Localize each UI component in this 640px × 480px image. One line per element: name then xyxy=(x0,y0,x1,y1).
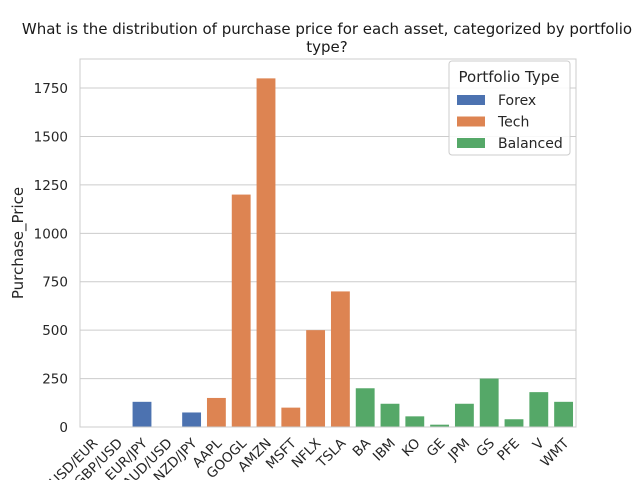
legend-label-tech: Tech xyxy=(497,115,529,131)
bar-aapl xyxy=(206,397,226,427)
x-tick-label: GS xyxy=(473,436,498,461)
y-tick-label: 1750 xyxy=(34,81,68,97)
y-axis-label: Purchase_Price xyxy=(9,187,28,299)
bar-tsla xyxy=(330,291,350,427)
y-tick-label: 0 xyxy=(59,420,68,436)
chart-title-line-1: What is the distribution of purchase pri… xyxy=(22,20,632,38)
y-tick-label: 1000 xyxy=(34,226,68,242)
bar-ge xyxy=(430,424,450,427)
bar-googl xyxy=(231,194,251,427)
bars xyxy=(82,78,574,428)
x-tick-label: KO xyxy=(399,436,424,461)
legend: Portfolio Type Forex Tech Balanced xyxy=(448,60,571,156)
chart-title-line-2: type? xyxy=(306,38,347,56)
y-tick-label: 750 xyxy=(42,275,68,291)
legend-swatch-forex xyxy=(457,95,485,105)
bar-eur-jpy xyxy=(132,401,152,427)
y-tick-label: 500 xyxy=(42,323,68,339)
x-tick-label: GE xyxy=(424,436,449,461)
bar-gs xyxy=(479,378,499,427)
y-tick-label: 1500 xyxy=(34,129,68,145)
bar-ko xyxy=(405,416,425,427)
x-tick-label: JPM xyxy=(444,436,473,465)
bar-ibm xyxy=(380,403,400,427)
bar-nzd-jpy xyxy=(182,412,202,427)
bar-msft xyxy=(281,407,301,427)
bar-ba xyxy=(355,388,375,427)
legend-swatch-balanced xyxy=(457,138,485,148)
legend-label-forex: Forex xyxy=(498,93,536,109)
legend-swatch-tech xyxy=(457,116,485,127)
y-tick-labels: 0 250 500 750 1000 1250 1500 1750 xyxy=(34,81,68,436)
y-tick-label: 250 xyxy=(42,372,68,388)
plot-frame xyxy=(79,58,577,428)
x-tick-label: TSLA xyxy=(313,435,350,472)
bar-jpm xyxy=(454,403,474,427)
x-tick-labels: USD/EURGBP/USDEUR/JPYAUD/USDNZD/JPYAAPLG… xyxy=(47,435,573,480)
bar-pfe xyxy=(504,419,524,427)
bar-amzn xyxy=(256,78,276,428)
legend-box xyxy=(448,60,571,156)
bar-wmt xyxy=(554,401,574,427)
x-tick-label: PFE xyxy=(494,436,523,465)
legend-title: Portfolio Type xyxy=(459,68,560,86)
y-tick-label: 1250 xyxy=(34,178,68,194)
x-tick-label: WMT xyxy=(538,435,573,470)
x-tick-label: BA xyxy=(350,435,375,460)
gridlines xyxy=(80,87,576,428)
legend-label-balanced: Balanced xyxy=(498,136,563,152)
bar-nflx xyxy=(306,330,326,427)
x-tick-label: IBM xyxy=(370,436,399,465)
bar-v xyxy=(529,392,549,427)
